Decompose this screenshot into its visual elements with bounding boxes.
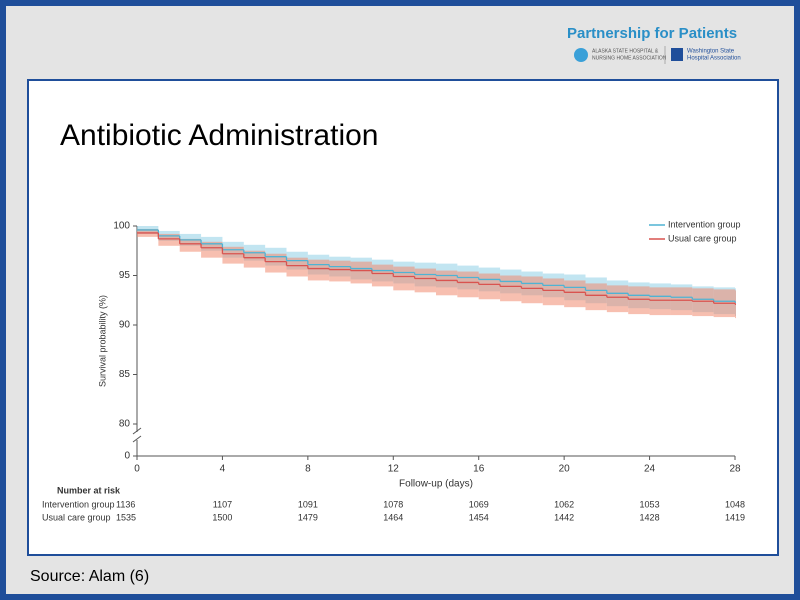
x-tick-label: 24 [644, 464, 656, 475]
risk-value: 1419 [725, 512, 745, 522]
confidence-band [329, 260, 351, 282]
chart: 0 80 85 90 95 100 0 4 8 12 16 20 24 28 Follow-up (days… [42, 219, 745, 522]
x-tick-label: 4 [220, 464, 226, 475]
x-tick-label: 20 [559, 464, 571, 475]
confidence-band [201, 241, 223, 258]
risk-value: 1442 [554, 512, 574, 522]
y-tick-label: 85 [119, 369, 131, 380]
logo-icon [574, 48, 588, 62]
confidence-band [670, 287, 693, 316]
risk-value: 1464 [383, 512, 403, 522]
confidence-band [222, 246, 244, 264]
logo-text: NURSING HOME ASSOCIATION [592, 55, 667, 61]
x-tick-label: 0 [134, 464, 140, 475]
x-tick-label: 12 [388, 464, 400, 475]
risk-value: 1479 [298, 512, 318, 522]
logo-text: Hospital Association [687, 56, 741, 62]
risk-value: 1107 [213, 499, 232, 509]
logo-text: ALASKA STATE HOSPITAL & [592, 48, 659, 54]
risk-value: 1069 [469, 499, 489, 509]
confidence-band [436, 270, 458, 296]
y-tick-label: 100 [113, 221, 130, 232]
confidence-band [478, 273, 501, 300]
confidence-band [414, 268, 436, 293]
legend-label: Usual care group [668, 233, 737, 243]
confidence-band [158, 233, 180, 246]
content-panel [27, 79, 779, 556]
confidence-band [628, 286, 650, 315]
risk-value: 1048 [725, 499, 745, 509]
brand: Partnership for Patients [567, 25, 737, 42]
confidence-band [393, 266, 415, 291]
confidence-band [521, 276, 543, 304]
confidence-band [606, 285, 629, 313]
axis-break [132, 435, 142, 443]
risk-row-name: Usual care group [42, 512, 111, 522]
risk-value: 1428 [640, 512, 660, 522]
y-tick-label: 95 [119, 270, 131, 281]
confidence-band [265, 253, 287, 273]
risk-value: 1062 [554, 499, 574, 509]
confidence-band [500, 275, 522, 302]
risk-value: 1091 [298, 499, 318, 509]
confidence-band [542, 278, 565, 306]
risk-value: 1053 [640, 499, 660, 509]
confidence-band [371, 264, 394, 287]
legend-label: Intervention group [668, 219, 741, 229]
risk-table-title: Number at risk [57, 485, 121, 495]
logo-text: Washington State [687, 49, 735, 55]
confidence-band [692, 288, 714, 317]
risk-value: 1136 [116, 499, 135, 509]
confidence-band [243, 250, 266, 268]
confidence-band [307, 259, 330, 281]
confidence-band [585, 283, 607, 311]
x-axis-label: Follow-up (days) [399, 479, 473, 490]
y-axis-label: Survival probability (%) [97, 295, 107, 387]
risk-row-name: Intervention group [42, 499, 115, 509]
y-tick-label: 90 [119, 320, 131, 331]
risk-value: 1454 [469, 512, 489, 522]
logo-icon [671, 48, 683, 61]
y-tick-label: 0 [124, 451, 130, 462]
confidence-band [649, 287, 671, 316]
slide-title: Antibiotic Administration [60, 119, 379, 152]
risk-value: 1500 [212, 512, 232, 522]
confidence-band [286, 257, 308, 277]
risk-value: 1535 [116, 512, 136, 522]
source: Source: Alam (6) [30, 568, 149, 585]
risk-value: 1078 [383, 499, 403, 509]
axis-break [132, 427, 142, 435]
x-tick-label: 28 [729, 464, 741, 475]
confidence-band [564, 280, 586, 308]
confidence-band [457, 271, 479, 298]
y-tick-label: 80 [119, 419, 131, 430]
confidence-band [350, 261, 372, 284]
x-tick-label: 8 [305, 464, 311, 475]
confidence-band [179, 238, 202, 252]
x-tick-label: 16 [473, 464, 485, 475]
